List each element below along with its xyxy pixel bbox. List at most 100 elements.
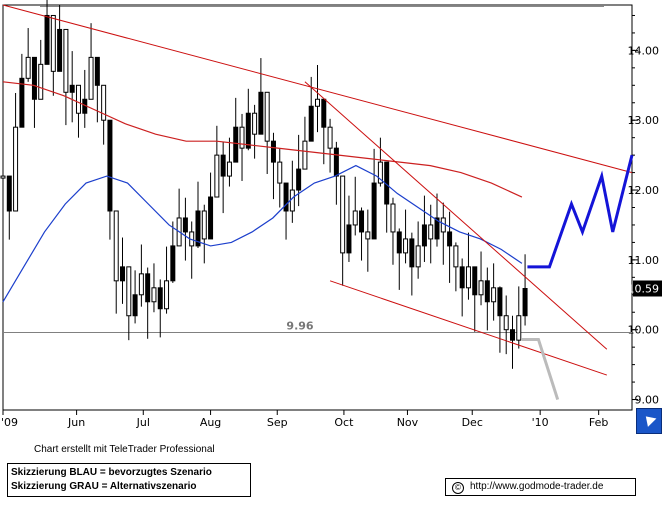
x-tick-label: Jun [67, 416, 85, 429]
price-candle [195, 210, 201, 247]
trend-line [2, 4, 633, 174]
support-label: 9.96 [286, 319, 313, 332]
price-candle [63, 28, 69, 93]
price-candle [509, 329, 515, 341]
price-candle [428, 224, 434, 240]
price-candle [491, 287, 497, 303]
price-candle [239, 126, 245, 149]
source-box[interactable]: © http://www.godmode-trader.de [445, 478, 636, 496]
price-candle [308, 105, 314, 142]
scroll-button[interactable] [636, 408, 662, 434]
price-candle [315, 98, 320, 107]
price-candle [459, 266, 465, 289]
price-candle [164, 280, 170, 310]
price-candle [208, 196, 214, 240]
price-candle [245, 112, 251, 149]
price-candle [264, 91, 270, 142]
y-tick-label: 10.00 [628, 324, 660, 337]
x-tick-label: Oct [334, 416, 354, 429]
price-candle [327, 126, 333, 149]
price-candle [126, 266, 132, 317]
y-tick-label: 9.00 [635, 394, 660, 407]
price-candle [19, 77, 25, 128]
price-candle [201, 210, 207, 240]
chart-credit: Chart erstellt mit TeleTrader Profession… [34, 444, 215, 455]
price-candle [0, 175, 6, 179]
price-candle [38, 63, 44, 100]
price-candle [170, 245, 176, 282]
price-candle [252, 112, 258, 135]
price-candle [138, 273, 144, 296]
scenario-legend: Skizzierung BLAU = bevorzugtes Szenario … [7, 463, 251, 497]
price-candle [13, 126, 19, 212]
price-candle [352, 210, 358, 226]
price-candle [359, 210, 365, 233]
price-candle [403, 238, 409, 254]
price-candle [377, 161, 383, 184]
price-candle [113, 210, 119, 282]
price-candle [522, 288, 528, 317]
price-candle [151, 287, 157, 303]
price-candle [302, 140, 308, 170]
x-tick-label: Dec [462, 416, 483, 429]
legend-blue: Skizzierung BLAU = bevorzugtes Szenario [11, 467, 212, 478]
price-candle [503, 315, 509, 331]
price-candle [321, 98, 327, 128]
price-candle [182, 217, 188, 233]
x-tick-label: Nov [397, 416, 419, 429]
price-chart: 9.00 10.00 11.00 12.00 13.00 14.00 '09 Jun Jul Au… [0, 0, 662, 429]
price-candle [415, 245, 421, 268]
price-candle [44, 14, 50, 65]
price-candle [396, 231, 402, 254]
price-candle [233, 126, 239, 163]
price-candle [478, 280, 484, 296]
x-tick-label: Aug [200, 416, 221, 429]
x-tick-label: Sep [267, 416, 288, 429]
scenario-gray [521, 337, 560, 400]
price-candle [497, 287, 503, 317]
y-tick-label: 13.00 [628, 114, 660, 127]
price-candle [94, 56, 100, 86]
price-candle [421, 224, 427, 247]
price-candle [226, 161, 232, 177]
price-candle [340, 175, 346, 254]
price-candle [50, 14, 56, 72]
trend-line [329, 280, 608, 376]
price-candle [258, 91, 264, 135]
price-candle [120, 266, 126, 282]
price-candle [270, 140, 276, 163]
scenario-blue [527, 154, 634, 269]
price-candle [346, 224, 352, 254]
x-tick-label: '09 [1, 416, 18, 429]
price-candle [6, 175, 12, 212]
x-tick-label: Jul [136, 416, 150, 429]
price-candle [69, 84, 75, 93]
price-candle [283, 182, 289, 212]
price-candle [277, 161, 283, 184]
price-candle [484, 280, 490, 303]
price-candle [25, 56, 31, 79]
price-candle [220, 154, 226, 177]
copyright-icon: © [452, 482, 464, 494]
x-tick-label: '10 [532, 416, 549, 429]
price-candle [434, 217, 440, 240]
price-candle [145, 273, 151, 303]
trend-line [304, 81, 608, 350]
legend-gray: Skizzierung GRAU = Alternativszenario [11, 481, 197, 492]
source-url[interactable]: http://www.godmode-trader.de [470, 481, 604, 492]
price-candle [516, 315, 522, 341]
price-candle [465, 266, 471, 289]
price-candle [472, 266, 478, 296]
price-candle [107, 119, 113, 212]
price-candle [371, 182, 377, 240]
last-price-box [633, 280, 662, 297]
price-candle [453, 245, 459, 268]
price-candle [365, 231, 371, 240]
arrow-up-right-icon [641, 412, 657, 427]
price-candle [57, 28, 63, 72]
x-tick-label: Feb [589, 416, 608, 429]
price-candle [390, 203, 396, 233]
price-candle [132, 294, 138, 317]
price-candle [447, 231, 453, 247]
price-candle [296, 168, 302, 191]
